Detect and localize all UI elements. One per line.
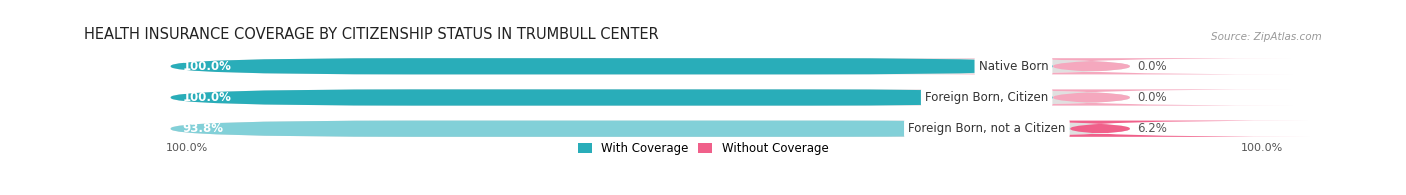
FancyBboxPatch shape <box>170 89 1053 106</box>
FancyBboxPatch shape <box>170 58 1130 74</box>
Text: 100.0%: 100.0% <box>1241 143 1284 153</box>
Text: 100.0%: 100.0% <box>183 60 231 73</box>
Text: Source: ZipAtlas.com: Source: ZipAtlas.com <box>1211 32 1322 42</box>
Text: Native Born: Native Born <box>979 60 1049 73</box>
FancyBboxPatch shape <box>170 58 1053 74</box>
Text: 0.0%: 0.0% <box>1137 91 1167 104</box>
FancyBboxPatch shape <box>890 121 1310 137</box>
Text: HEALTH INSURANCE COVERAGE BY CITIZENSHIP STATUS IN TRUMBULL CENTER: HEALTH INSURANCE COVERAGE BY CITIZENSHIP… <box>84 27 659 42</box>
FancyBboxPatch shape <box>170 121 1070 137</box>
Legend: With Coverage, Without Coverage: With Coverage, Without Coverage <box>578 142 828 155</box>
FancyBboxPatch shape <box>890 58 1292 74</box>
FancyBboxPatch shape <box>170 89 1130 106</box>
Text: 100.0%: 100.0% <box>166 143 208 153</box>
Text: 100.0%: 100.0% <box>183 91 231 104</box>
Text: 93.8%: 93.8% <box>183 122 224 135</box>
FancyBboxPatch shape <box>170 121 1130 137</box>
FancyBboxPatch shape <box>890 89 1292 106</box>
Text: Foreign Born, Citizen: Foreign Born, Citizen <box>925 91 1049 104</box>
Text: 6.2%: 6.2% <box>1137 122 1167 135</box>
Text: 0.0%: 0.0% <box>1137 60 1167 73</box>
Text: Foreign Born, not a Citizen: Foreign Born, not a Citizen <box>908 122 1066 135</box>
